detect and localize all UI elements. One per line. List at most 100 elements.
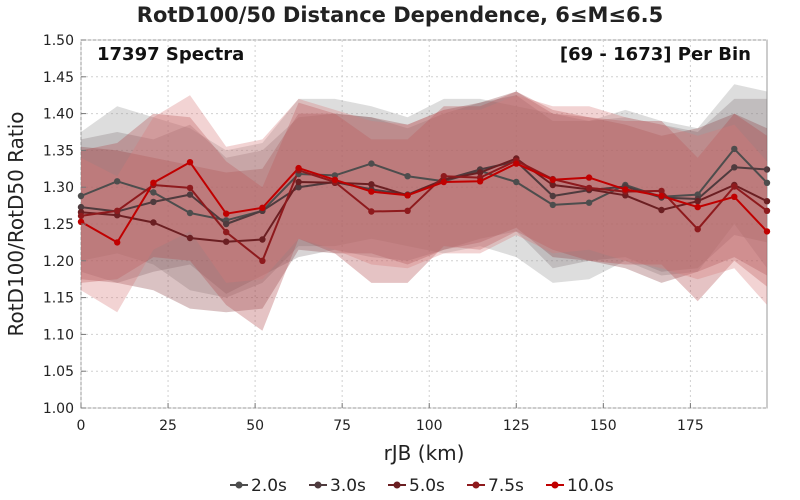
data-point-10_0s <box>186 159 194 166</box>
y-tick-label: 1.00 <box>43 401 74 417</box>
band-5_0s <box>81 91 767 313</box>
data-point-2_0s <box>513 178 520 186</box>
y-tick-label: 1.20 <box>43 254 74 270</box>
data-point-2_0s <box>404 173 411 180</box>
y-tick-label: 1.05 <box>43 364 74 380</box>
data-point-10_0s <box>114 239 121 246</box>
legend-label: 10.0s <box>567 476 614 496</box>
data-point-2_0s <box>77 192 85 200</box>
data-point-5_0s <box>223 238 230 245</box>
data-point-10_0s <box>476 178 484 185</box>
legend-item-10_0s: 10.0s <box>546 476 614 496</box>
y-tick-label: 1.25 <box>43 217 74 233</box>
data-point-10_0s <box>513 160 520 167</box>
data-point-5_0s <box>114 212 121 219</box>
data-point-7_5s <box>404 207 411 214</box>
data-point-10_0s <box>223 210 230 217</box>
series-line-5_0s <box>80 157 768 243</box>
band-2_0s <box>81 84 767 298</box>
data-point-5_0s <box>259 236 266 243</box>
data-point-10_0s <box>150 179 157 186</box>
data-point-10_0s <box>658 192 665 200</box>
data-point-5_0s <box>694 198 701 205</box>
legend-marker <box>472 481 480 489</box>
data-point-2_0s <box>585 199 593 206</box>
data-point-7_5s <box>223 228 230 236</box>
data-point-7_5s <box>186 184 194 192</box>
data-point-3_0s <box>549 192 556 200</box>
data-point-3_0s <box>295 184 302 191</box>
y-axis-label: RotD100/RotD50 Ratio <box>4 111 28 336</box>
legend-label: 3.0s <box>330 476 366 496</box>
data-point-10_0s <box>694 203 701 211</box>
series-bands <box>81 84 767 331</box>
x-tick-label: 75 <box>333 418 351 434</box>
data-point-5_0s <box>368 181 375 188</box>
data-point-3_0s <box>150 198 157 206</box>
data-point-3_0s <box>186 191 194 198</box>
legend-marker <box>551 481 559 489</box>
legend: 2.0s 3.0s 5.0s 7.5s 10.0s <box>230 476 614 496</box>
x-tick-label: 125 <box>503 418 530 434</box>
data-point-2_0s <box>731 145 738 153</box>
y-axis-ticks: 1.00 1.05 1.10 1.15 1.20 1.25 1.30 1.35 1.40 1.45… <box>43 33 86 417</box>
y-tick-label: 1.40 <box>43 107 74 123</box>
x-tick-label: 100 <box>416 418 443 434</box>
legend-item-3_0s: 3.0s <box>309 476 366 496</box>
legend-marker <box>393 481 401 489</box>
legend-item-5_0s: 5.0s <box>388 476 445 496</box>
data-point-2_0s <box>694 191 701 198</box>
x-tick-label: 175 <box>677 418 704 434</box>
x-tick-label: 50 <box>246 418 264 434</box>
data-point-10_0s <box>549 176 556 183</box>
y-tick-label: 1.10 <box>43 327 74 343</box>
data-point-10_0s <box>622 186 629 193</box>
data-point-10_0s <box>585 174 593 181</box>
data-point-5_0s <box>549 181 556 189</box>
data-point-5_0s <box>295 178 302 186</box>
data-point-10_0s <box>404 192 411 199</box>
series-line-7_5s <box>80 159 768 262</box>
x-axis-label: rJB (km) <box>384 441 465 465</box>
x-tick-label: 25 <box>159 418 177 434</box>
series-line-10_0s <box>80 161 768 244</box>
data-point-10_0s <box>295 164 302 172</box>
y-tick-label: 1.50 <box>43 33 74 49</box>
data-point-7_5s <box>368 208 375 215</box>
data-point-2_0s <box>114 178 121 185</box>
data-point-10_0s <box>77 218 85 225</box>
data-point-7_5s <box>763 207 771 214</box>
data-point-2_0s <box>763 179 771 186</box>
data-point-7_5s <box>731 183 738 190</box>
series-lines <box>80 147 768 262</box>
data-point-10_0s <box>368 188 375 195</box>
data-point-7_5s <box>658 187 665 195</box>
y-tick-label: 1.15 <box>43 291 74 307</box>
x-tick-label: 0 <box>77 418 86 434</box>
y-tick-label: 1.35 <box>43 143 74 159</box>
data-point-2_0s <box>368 160 375 167</box>
data-point-3_0s <box>223 220 230 228</box>
y-tick-label: 1.30 <box>43 180 74 196</box>
per-bin-annotation: [69 - 1673] Per Bin <box>560 44 751 65</box>
legend-marker <box>235 481 243 489</box>
data-point-7_5s <box>77 212 85 220</box>
data-point-10_0s <box>763 228 771 235</box>
series-points <box>77 145 771 264</box>
data-point-10_0s <box>259 204 266 211</box>
y-tick-label: 1.45 <box>43 70 74 86</box>
data-point-7_5s <box>694 226 701 233</box>
data-point-2_0s <box>150 189 157 196</box>
data-point-2_0s <box>186 209 194 217</box>
data-point-7_5s <box>585 184 593 192</box>
data-point-10_0s <box>440 178 447 186</box>
data-point-5_0s <box>186 234 194 242</box>
data-point-3_0s <box>731 164 738 171</box>
band-10_0s <box>81 95 767 313</box>
legend-label: 2.0s <box>251 476 287 496</box>
data-point-10_0s <box>331 176 339 183</box>
data-point-2_0s <box>331 172 339 179</box>
data-point-3_0s <box>763 166 771 173</box>
data-point-7_5s <box>114 207 121 214</box>
